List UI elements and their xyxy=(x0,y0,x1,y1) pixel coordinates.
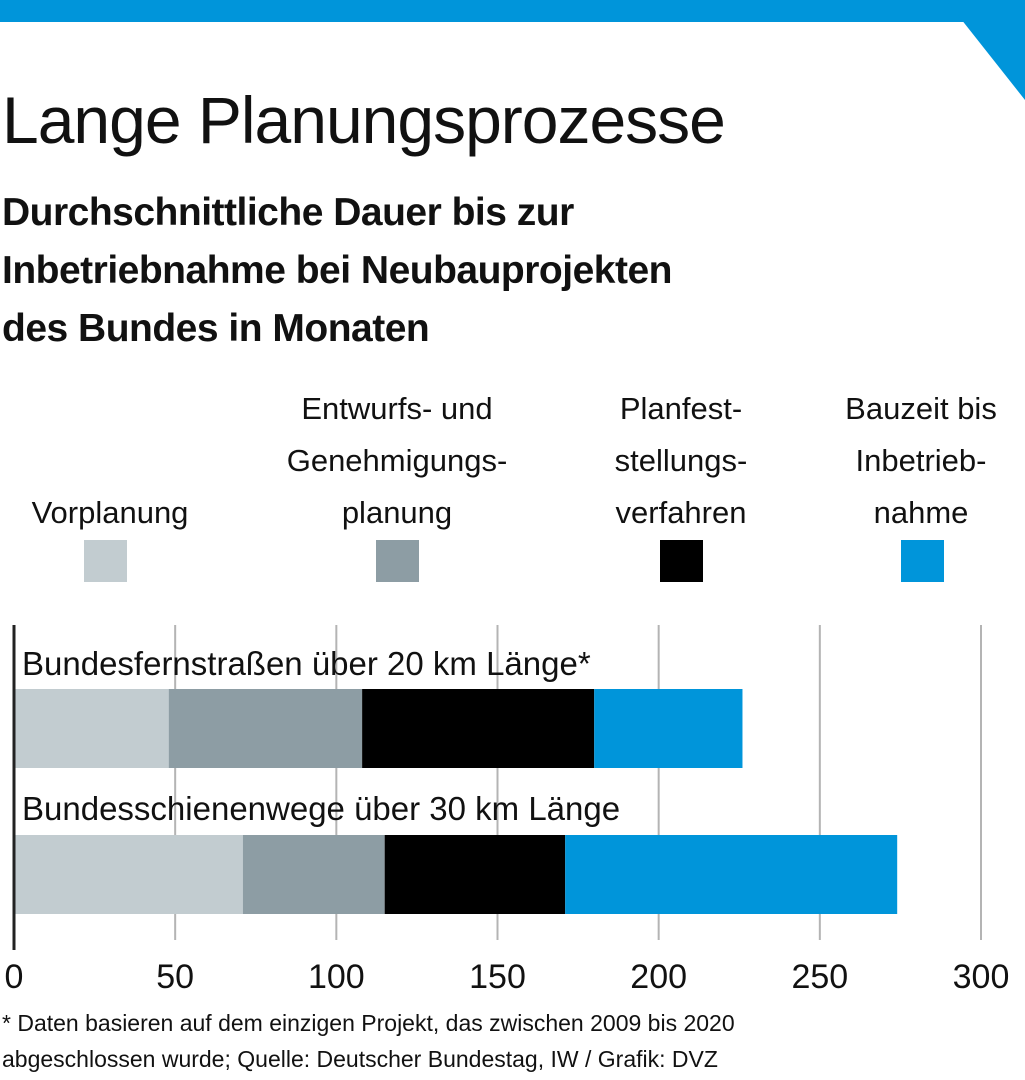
legend-label-line: Entwurfs- und xyxy=(301,391,493,426)
legend-label-line: verfahren xyxy=(615,495,747,530)
x-tick-label: 50 xyxy=(156,958,194,996)
legend-label-bauzeit: Bauzeit bis Inbetrieb- nahme xyxy=(845,383,997,539)
legend-swatch-planfeststellung xyxy=(660,540,703,582)
legend-label-line: Inbetrieb- xyxy=(855,443,987,478)
footnote-line: * Daten basieren auf dem einzigen Projek… xyxy=(2,1010,735,1036)
x-tick-label: 150 xyxy=(469,958,526,996)
legend-label-line: Planfest- xyxy=(619,391,743,426)
x-tick-label: 0 xyxy=(5,958,24,996)
bar-segment xyxy=(168,689,363,768)
x-tick-label: 250 xyxy=(791,958,848,996)
x-tick-label: 200 xyxy=(630,958,687,996)
footnote: * Daten basieren auf dem einzigen Projek… xyxy=(2,1005,735,1077)
legend-label-line: Genehmigungs- xyxy=(286,443,508,478)
subtitle-line: Inbetriebnahme bei Neubauprojekten xyxy=(2,249,672,292)
subtitle-line: Durchschnittliche Dauer bis zur xyxy=(2,191,574,234)
stacked-bar-chart: Bundesfernstraßen über 20 km Länge* Bunde… xyxy=(5,625,1010,996)
x-tick-label: 100 xyxy=(308,958,365,996)
bar-segment xyxy=(14,689,169,768)
legend-label-line: Vorplanung xyxy=(31,495,189,530)
legend-swatch-entwurf xyxy=(376,540,419,582)
legend-swatch-bauzeit xyxy=(901,540,944,582)
bar-segment xyxy=(362,689,595,768)
bar-segment xyxy=(565,835,898,914)
top-accent-bar xyxy=(0,0,1025,100)
category-label: Bundesschienenwege über 30 km Länge xyxy=(22,790,620,827)
footnote-line: abgeschlossen wurde; Quelle: Deutscher B… xyxy=(2,1046,718,1072)
legend-label-entwurf: Entwurfs- und Genehmigungs- planung xyxy=(287,383,508,539)
chart-title: Lange Planungsprozesse xyxy=(2,83,726,157)
legend-label-line: nahme xyxy=(873,495,969,530)
legend-label-vorplanung: Vorplanung xyxy=(32,487,189,539)
bar-segment xyxy=(242,835,385,914)
bar-segment xyxy=(594,689,743,768)
legend-label-line: Bauzeit bis xyxy=(845,391,997,426)
chart-subtitle: Durchschnittliche Dauer bis zur Inbetrie… xyxy=(2,184,962,358)
category-label: Bundesfernstraßen über 20 km Länge* xyxy=(22,645,591,682)
legend-label-planfeststellung: Planfest- stellungs- verfahren xyxy=(615,383,748,539)
legend-label-line: planung xyxy=(341,495,453,530)
x-tick-label: 300 xyxy=(953,958,1010,996)
bar-segment xyxy=(14,835,243,914)
legend-swatch-vorplanung xyxy=(84,540,127,582)
bar-segment xyxy=(384,835,566,914)
subtitle-line: des Bundes in Monaten xyxy=(2,307,430,350)
legend-label-line: stellungs- xyxy=(614,443,748,478)
